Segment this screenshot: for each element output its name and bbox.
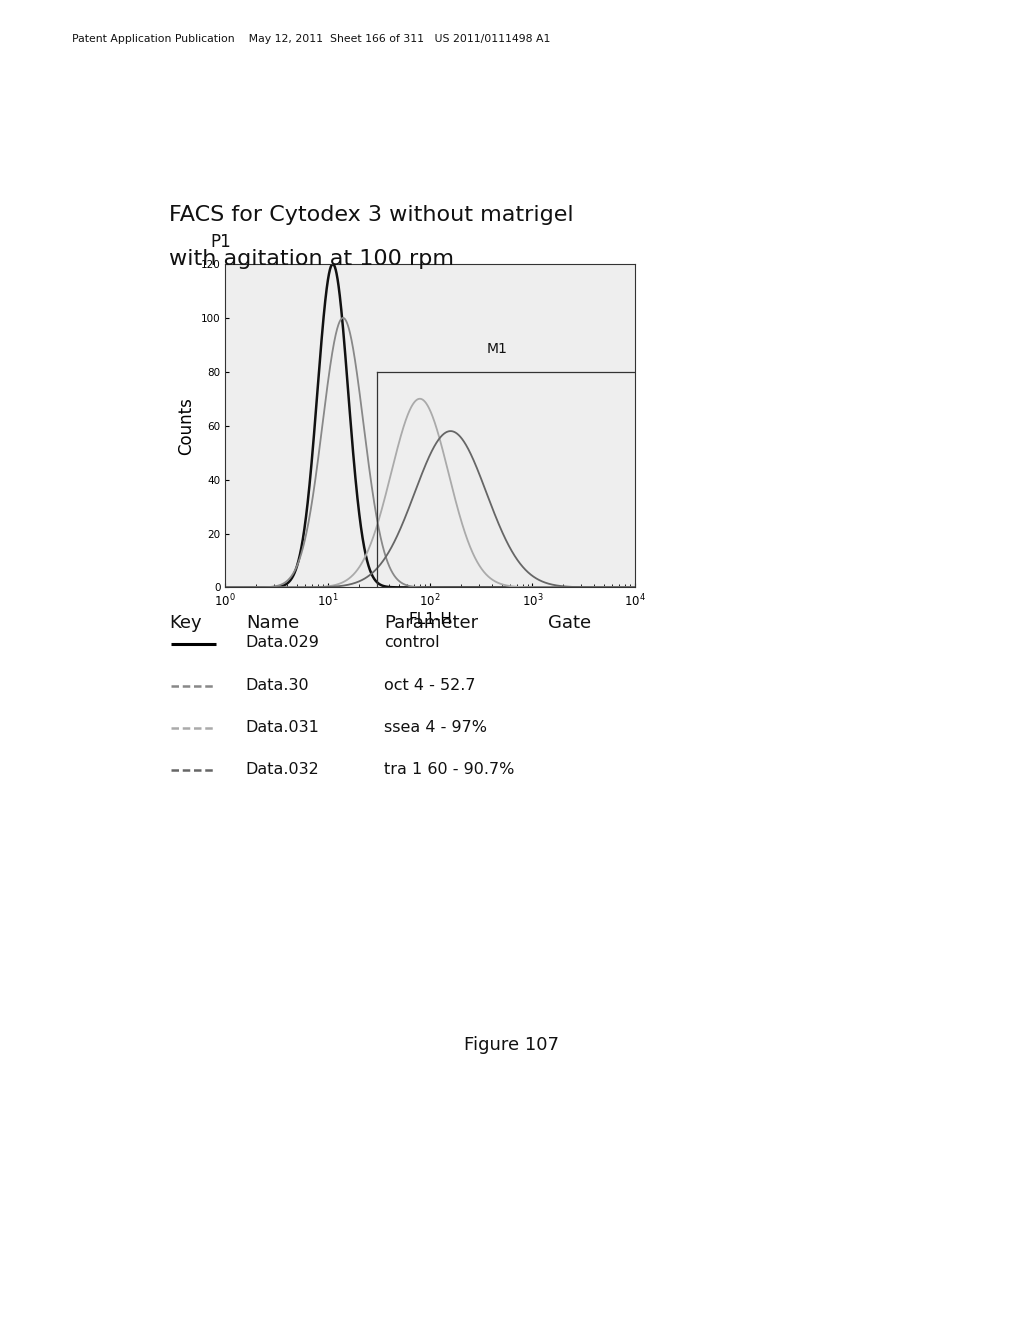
Text: Patent Application Publication    May 12, 2011  Sheet 166 of 311   US 2011/01114: Patent Application Publication May 12, 2…	[72, 34, 550, 45]
Text: Data.031: Data.031	[246, 719, 319, 735]
Y-axis label: Counts: Counts	[177, 397, 196, 454]
Text: Key: Key	[169, 614, 202, 632]
Text: M1: M1	[486, 342, 507, 356]
Text: Data.032: Data.032	[246, 762, 319, 777]
Text: oct 4 - 52.7: oct 4 - 52.7	[384, 677, 475, 693]
Text: Figure 107: Figure 107	[465, 1036, 559, 1055]
Text: Data.30: Data.30	[246, 677, 309, 693]
Text: Name: Name	[246, 614, 299, 632]
Text: tra 1 60 - 90.7%: tra 1 60 - 90.7%	[384, 762, 514, 777]
Text: with agitation at 100 rpm: with agitation at 100 rpm	[169, 249, 454, 269]
Text: P1: P1	[210, 232, 230, 251]
Text: Parameter: Parameter	[384, 614, 478, 632]
Text: Data.029: Data.029	[246, 635, 319, 651]
X-axis label: FL1-H: FL1-H	[409, 611, 452, 627]
Text: control: control	[384, 635, 439, 651]
Text: Gate: Gate	[548, 614, 591, 632]
Text: FACS for Cytodex 3 without matrigel: FACS for Cytodex 3 without matrigel	[169, 205, 573, 224]
Text: ssea 4 - 97%: ssea 4 - 97%	[384, 719, 487, 735]
